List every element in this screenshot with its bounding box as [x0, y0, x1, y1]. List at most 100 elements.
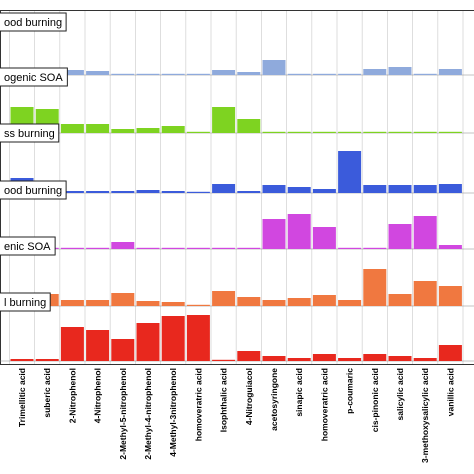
bar — [363, 269, 387, 306]
bar — [388, 131, 412, 133]
bar — [136, 128, 160, 133]
bar — [438, 286, 462, 306]
panel-label-box — [0, 12, 67, 32]
bar — [237, 191, 261, 193]
bar — [287, 73, 311, 75]
bar — [363, 247, 387, 249]
bar — [161, 73, 185, 75]
x-tick-label: 4-Nitroguiacol — [244, 368, 254, 425]
x-tick-label: 2-Methyl-5-nitrophenol — [118, 368, 128, 460]
bar — [111, 293, 135, 306]
bar — [262, 185, 286, 193]
bar — [86, 71, 110, 75]
bar — [312, 131, 336, 133]
bar — [186, 131, 210, 133]
panel-label-box — [0, 236, 56, 256]
panel-label-box — [0, 292, 51, 312]
bar — [262, 219, 286, 249]
bar — [413, 131, 437, 133]
bar — [312, 227, 336, 249]
bar — [363, 354, 387, 361]
bar — [212, 359, 236, 361]
panel-label-box — [0, 123, 60, 143]
bar — [388, 185, 412, 193]
bar — [161, 316, 185, 361]
bar — [338, 300, 362, 306]
bar — [212, 291, 236, 306]
bar — [60, 70, 84, 75]
bar — [413, 73, 437, 75]
bar — [338, 247, 362, 249]
bar — [111, 73, 135, 75]
bar — [287, 187, 311, 193]
panel-5: enic SOA — [0, 236, 474, 307]
bar — [237, 351, 261, 361]
bar — [312, 73, 336, 75]
bar — [136, 323, 160, 361]
bar — [262, 300, 286, 306]
bar — [388, 67, 412, 75]
bar — [262, 356, 286, 361]
bar — [212, 184, 236, 193]
bar — [136, 301, 160, 306]
bar — [413, 358, 437, 361]
bar — [338, 131, 362, 133]
x-tick-labels: Trimellitic acid suberic acid 2-Nitropheno… — [17, 368, 455, 463]
panel-label: ood burning — [4, 185, 62, 197]
bar — [312, 295, 336, 306]
bar — [363, 185, 387, 193]
bar — [438, 345, 462, 361]
panel-label: l burning — [4, 297, 46, 309]
bar — [312, 189, 336, 193]
bar — [262, 131, 286, 133]
x-tick-label: 4-Nitrophenol — [93, 368, 103, 423]
bar — [161, 191, 185, 193]
bar — [86, 191, 110, 193]
x-tick-label: 2-Nitrophenol — [67, 368, 77, 423]
bar — [35, 359, 59, 361]
bar — [111, 191, 135, 193]
bar — [438, 69, 462, 75]
bar — [413, 216, 437, 249]
x-tick-label: Trimellitic acid — [17, 368, 27, 427]
bar — [86, 300, 110, 306]
bar — [338, 73, 362, 75]
bar — [186, 73, 210, 75]
x-tick-label: homoveratric acid — [319, 368, 329, 441]
bar — [111, 129, 135, 133]
x-tick-label: cis-pinonic acid — [370, 368, 380, 432]
bar — [186, 315, 210, 361]
bar — [10, 359, 34, 361]
x-tick-label: homoveratric acid — [193, 368, 203, 441]
bar — [363, 69, 387, 75]
bar — [111, 242, 135, 249]
bar — [287, 214, 311, 249]
bar — [388, 356, 412, 361]
bar — [287, 358, 311, 361]
x-tick-label: salicylic acid — [395, 368, 405, 420]
bar — [262, 60, 286, 75]
bar — [312, 354, 336, 361]
bar — [186, 191, 210, 193]
bar — [111, 339, 135, 361]
bar — [237, 247, 261, 249]
bar — [186, 304, 210, 306]
bar — [86, 247, 110, 249]
bar — [136, 73, 160, 75]
panel-label-box — [0, 180, 67, 200]
bar — [287, 298, 311, 306]
x-tick-label: sinapic acid — [294, 368, 304, 417]
panel-label: ogenic SOA — [4, 72, 63, 84]
bar — [438, 131, 462, 133]
x-tick-label: 2-Methyl-4-nitrophenol — [143, 368, 153, 460]
bar — [136, 190, 160, 193]
bar — [338, 151, 362, 193]
bar — [212, 107, 236, 133]
bar — [388, 294, 412, 306]
panel-1: ood burning — [0, 12, 474, 76]
vertical-gridlines — [8, 10, 464, 364]
bar — [438, 245, 462, 249]
panel-6: l burning — [0, 292, 474, 362]
bar — [237, 119, 261, 133]
